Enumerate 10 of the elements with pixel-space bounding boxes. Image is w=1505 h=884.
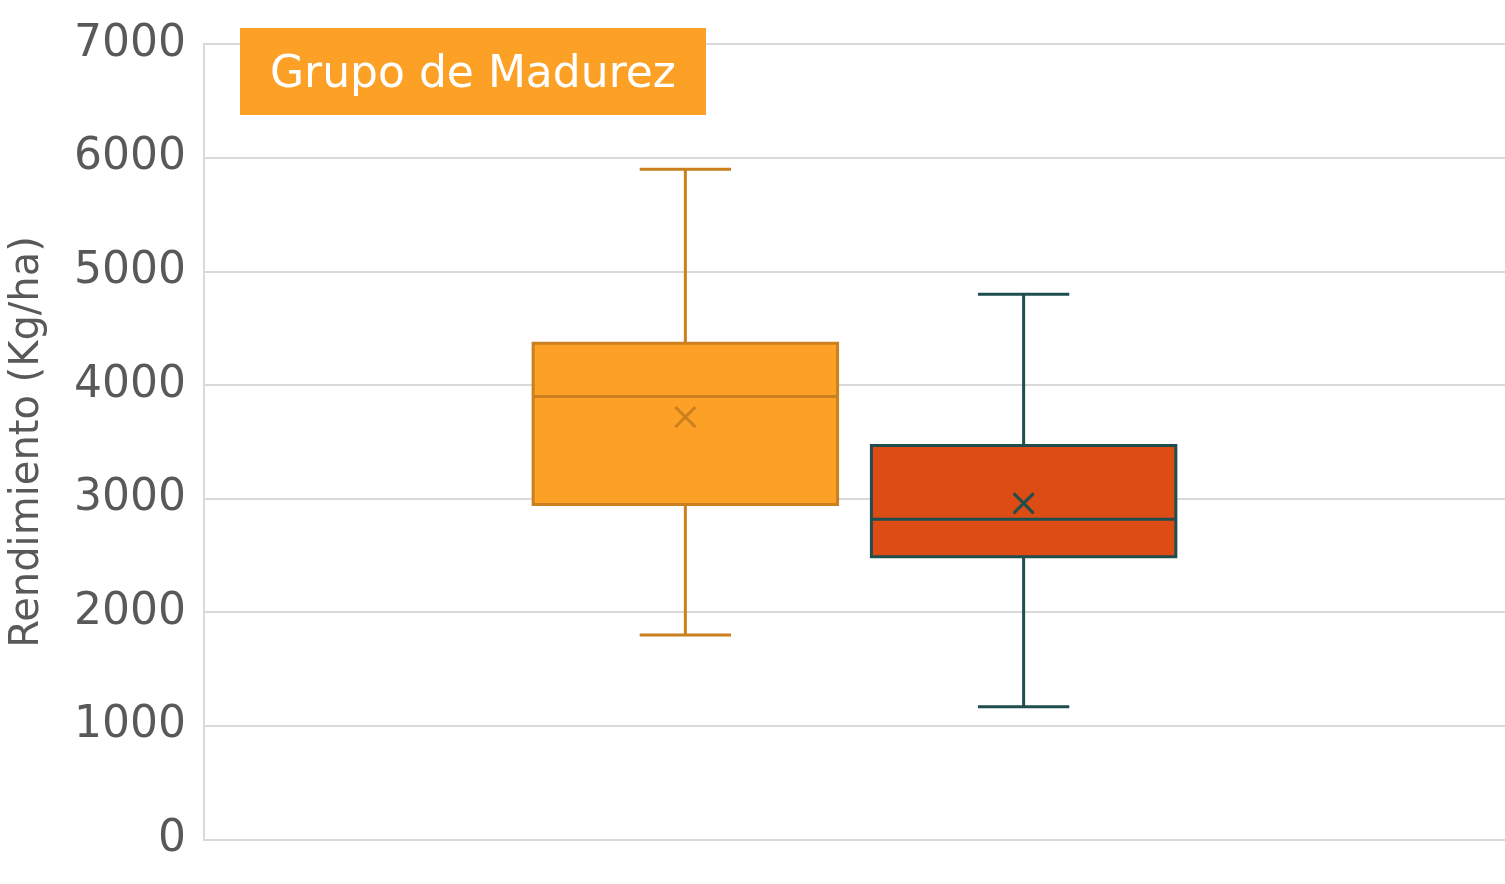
y-tick-label: 0	[157, 810, 186, 862]
y-tick-label: 7000	[73, 14, 186, 66]
chart-title: Grupo de Madurez	[240, 28, 706, 115]
y-tick-label: 1000	[73, 696, 186, 748]
y-tick-label: 2000	[73, 582, 186, 634]
y-tick-label: 5000	[73, 242, 186, 294]
y-axis-title: Rendimiento (Kg/ha)	[1, 236, 48, 648]
y-tick-label: 3000	[73, 469, 186, 521]
y-tick-label: 6000	[73, 128, 186, 180]
y-tick-label: 4000	[73, 355, 186, 407]
